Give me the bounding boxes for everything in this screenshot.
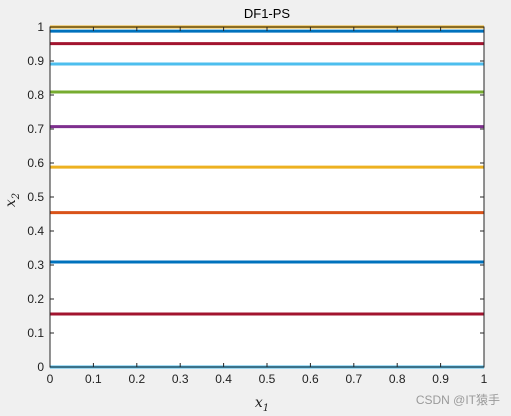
x-tick-label: 0.1: [85, 372, 102, 386]
y-tick-label: 0.1: [27, 326, 44, 340]
plot-area: [50, 27, 484, 367]
x-tick-label: 0.9: [432, 372, 449, 386]
y-axis-label: x2: [3, 193, 22, 207]
y-tick-label: 1: [37, 20, 44, 34]
y-tick-label: 0.2: [27, 292, 44, 306]
x-tick-label: 0.8: [389, 372, 406, 386]
y-tick-label: 0.5: [27, 190, 44, 204]
x-tick-label: 1: [481, 372, 488, 386]
y-tick-label: 0: [37, 360, 44, 374]
y-tick-label: 0.6: [27, 156, 44, 170]
watermark: CSDN @IT猿手: [416, 392, 500, 407]
chart-title: DF1-PS: [244, 6, 291, 21]
ticks-layer: 0 0.1 0.2 0.3 0.4 0.5 0.6 0.7 0.8 0.9 1 0 0.1 0.2 0.3 0…: [27, 20, 487, 386]
x-tick-label: 0.5: [259, 372, 276, 386]
x-tick-label: 0: [47, 372, 54, 386]
x-tick-label: 0.7: [345, 372, 362, 386]
y-tick-label: 0.4: [27, 224, 44, 238]
x-axis-label: x1: [255, 395, 269, 414]
y-tick-label: 0.9: [27, 54, 44, 68]
x-tick-label: 0.4: [215, 372, 232, 386]
y-tick-label: 0.7: [27, 122, 44, 136]
y-tick-label: 0.3: [27, 258, 44, 272]
x-tick-label: 0.6: [302, 372, 319, 386]
y-tick-label: 0.8: [27, 88, 44, 102]
x-tick-label: 0.3: [172, 372, 189, 386]
x-tick-label: 0.2: [128, 372, 145, 386]
